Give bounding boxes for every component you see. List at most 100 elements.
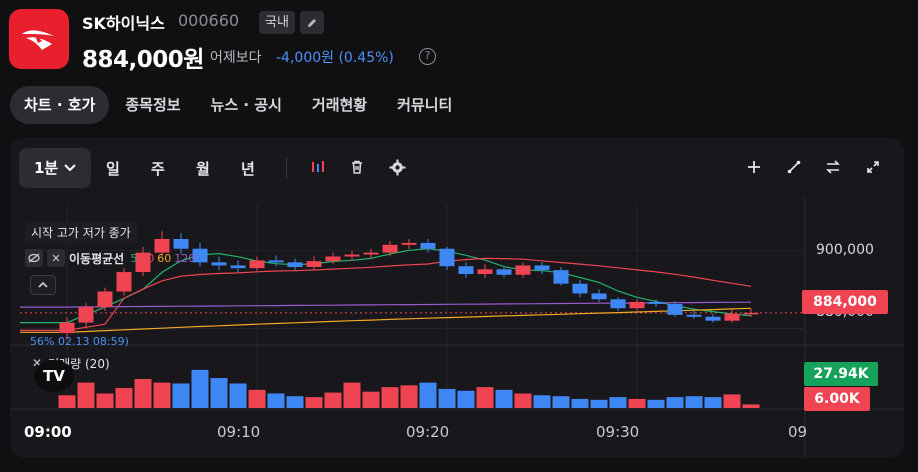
ohlc-legend: 시작 고가 저가 종가 (25, 222, 137, 244)
expand-icon[interactable] (862, 156, 884, 178)
volume-bar (77, 382, 95, 408)
candle (192, 248, 208, 263)
period-week[interactable]: 주 (151, 160, 165, 178)
collapse-legend-button[interactable] (30, 275, 56, 295)
chevron-down-icon (64, 164, 76, 172)
candle (572, 283, 588, 294)
main-tabs: 차트 · 호가 종목정보 뉴스 · 공시 거래현황 커뮤니티 (10, 86, 468, 126)
volume-bar (115, 388, 133, 408)
volume-bar (248, 389, 266, 408)
ma-value-120: 120 (174, 251, 196, 265)
candle (629, 302, 645, 309)
candle (534, 265, 550, 271)
line-draw-icon[interactable] (783, 156, 805, 178)
volume-bar (742, 404, 760, 408)
ma-label: 이동평균선 (69, 251, 125, 266)
tab-community[interactable]: 커뮤니티 (397, 96, 453, 114)
volume-bar (457, 390, 475, 408)
volume-bar (476, 387, 494, 408)
toolbar-divider (286, 158, 287, 178)
candle (325, 256, 341, 262)
volume-bar (286, 396, 304, 408)
swap-icon[interactable] (822, 156, 844, 178)
period-month[interactable]: 월 (196, 160, 210, 178)
help-icon[interactable]: ? (419, 48, 436, 65)
candle (344, 254, 360, 257)
volume-bar (552, 396, 570, 408)
volume-bar (134, 378, 152, 408)
pencil-icon (308, 18, 316, 27)
candle (667, 303, 683, 315)
volume-bar (172, 383, 190, 408)
eye-off-icon[interactable] (25, 249, 43, 267)
volume-bar (191, 369, 209, 408)
candle (211, 262, 227, 266)
price-chart[interactable] (10, 138, 904, 458)
ma-line-20 (20, 257, 752, 331)
candle (382, 244, 398, 253)
chart-card: 1분 일 주 월 년 (10, 138, 904, 458)
volume-bar (647, 399, 665, 408)
stock-logo (9, 9, 69, 69)
ma-line-60 (20, 307, 752, 333)
ma-value-60: 60 (157, 251, 172, 265)
candle (420, 242, 436, 249)
tab-trading[interactable]: 거래현황 (311, 96, 368, 114)
candle (249, 260, 265, 269)
compare-label: 어제보다 (210, 50, 262, 66)
edit-button[interactable] (300, 11, 324, 34)
volume-bar (324, 392, 342, 408)
candle (363, 252, 379, 255)
volume-bar (381, 387, 399, 408)
period-select[interactable]: 1분 (19, 148, 91, 188)
chevron-up-icon (38, 281, 48, 288)
candle (78, 307, 94, 323)
market-badge: 국내 (259, 11, 295, 34)
volume-bar (609, 397, 627, 408)
volume-bar (267, 393, 285, 408)
volume-bar (438, 388, 456, 408)
chart-toolbar: 1분 일 주 월 년 (10, 138, 904, 198)
candle (458, 266, 474, 274)
volume-bar (362, 391, 380, 408)
candle (705, 316, 721, 321)
price-change: -4,000원 (0.45%) (276, 50, 394, 66)
gear-icon[interactable] (386, 156, 408, 178)
period-day[interactable]: 일 (106, 160, 120, 178)
volume-current-tag: 6.00K (804, 387, 870, 411)
tab-stock-info[interactable]: 종목정보 (125, 96, 181, 114)
candle (306, 261, 322, 267)
close-icon[interactable]: ✕ (47, 249, 65, 267)
tab-chart[interactable]: 차트 · 호가 (10, 86, 110, 124)
current-price: 884,000원 (82, 47, 204, 73)
candle (496, 269, 512, 275)
candle (553, 270, 569, 284)
candle (230, 265, 246, 269)
volume-bar (514, 393, 532, 408)
time-label-0900: 09:00 (24, 423, 72, 441)
moving-average-legend: ✕ 이동평균선 5 20 60 120 (25, 248, 198, 268)
time-label-0910: 09:10 (217, 423, 261, 441)
time-label-0920: 09:20 (406, 423, 450, 441)
ma-value-5: 5 (130, 251, 138, 265)
tab-news[interactable]: 뉴스 · 공시 (210, 96, 282, 114)
volume-bar (704, 397, 722, 408)
volume-bar (210, 378, 228, 408)
plus-icon[interactable] (743, 156, 765, 178)
candle (610, 299, 626, 309)
stock-header: SK하이닉스 000660 국내 884,000원 어제보다 -4,000원 (… (0, 0, 918, 80)
ma-value-20: 20 (140, 251, 155, 265)
volume-max-tag: 27.94K (804, 362, 878, 386)
stock-name: SK하이닉스 (82, 14, 165, 33)
candle (515, 265, 531, 275)
candle (59, 322, 75, 334)
period-year[interactable]: 년 (241, 160, 255, 178)
candle-type-icon[interactable] (307, 156, 329, 178)
candle (97, 291, 113, 308)
volume-bar (229, 383, 247, 408)
ma-line-5 (20, 248, 752, 324)
volume-bar (96, 393, 114, 408)
volume-bar (419, 382, 437, 408)
close-icon[interactable]: ✕ (32, 356, 43, 370)
trash-icon[interactable] (346, 156, 368, 178)
